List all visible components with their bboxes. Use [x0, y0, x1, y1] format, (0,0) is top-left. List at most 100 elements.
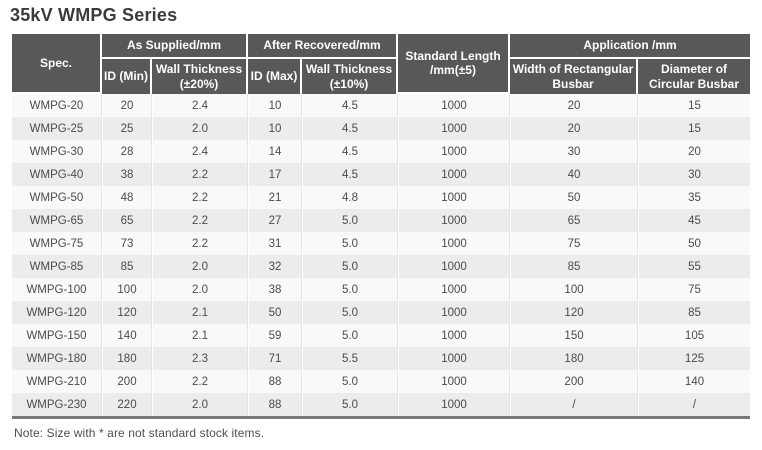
value-cell: 48 — [102, 186, 152, 209]
value-cell: 85 — [638, 301, 750, 324]
value-cell: 1000 — [398, 163, 511, 186]
table-row: WMPG-30 28 2.4 14 4.5 1000 30 20 — [12, 140, 751, 163]
value-cell: 17 — [248, 163, 303, 186]
table-row: WMPG-180 180 2.3 71 5.5 1000 180 125 — [12, 347, 751, 370]
value-cell: 180 — [102, 347, 152, 370]
value-cell: 5.0 — [302, 278, 399, 301]
spec-cell: WMPG-75 — [12, 232, 102, 255]
header-spec: Spec. — [12, 34, 102, 94]
value-cell: 10 — [248, 117, 303, 140]
spec-cell: WMPG-120 — [12, 301, 102, 324]
table-row: WMPG-150 140 2.1 59 5.0 1000 150 105 — [12, 324, 751, 347]
value-cell: 85 — [102, 255, 152, 278]
value-cell: 30 — [510, 140, 639, 163]
header-id-min: ID (Min) — [102, 59, 152, 94]
value-cell: 1000 — [398, 301, 511, 324]
value-cell: 125 — [638, 347, 750, 370]
value-cell: 30 — [638, 163, 750, 186]
value-cell: 1000 — [398, 209, 511, 232]
value-cell: 50 — [638, 232, 750, 255]
value-cell: 100 — [102, 278, 152, 301]
header-wall-thickness-20: Wall Thickness (±20%) — [152, 59, 249, 94]
spec-cell: WMPG-210 — [12, 370, 102, 393]
value-cell: 2.0 — [152, 117, 249, 140]
value-cell: 35 — [638, 186, 750, 209]
value-cell: 88 — [248, 370, 303, 393]
value-cell: 140 — [102, 324, 152, 347]
spec-table-container: Spec. As Supplied/mm After Recovered/mm … — [12, 34, 762, 419]
value-cell: 5.0 — [302, 370, 399, 393]
value-cell: 2.2 — [152, 186, 249, 209]
page-title: 35kV WMPG Series — [10, 5, 178, 25]
value-cell: 73 — [102, 232, 152, 255]
value-cell: 55 — [638, 255, 750, 278]
header-width-rect-busbar: Width of Rectangular Busbar — [510, 59, 639, 94]
spec-cell: WMPG-230 — [12, 393, 102, 416]
value-cell: 4.5 — [302, 117, 399, 140]
value-cell: 40 — [510, 163, 639, 186]
spec-cell: WMPG-85 — [12, 255, 102, 278]
value-cell: 75 — [638, 278, 750, 301]
value-cell: 1000 — [398, 186, 511, 209]
spec-cell: WMPG-50 — [12, 186, 102, 209]
value-cell: 4.5 — [302, 140, 399, 163]
value-cell: 65 — [102, 209, 152, 232]
value-cell: 4.5 — [302, 94, 399, 117]
value-cell: 1000 — [398, 140, 511, 163]
table-row: WMPG-120 120 2.1 50 5.0 1000 120 85 — [12, 301, 751, 324]
value-cell: 71 — [248, 347, 303, 370]
value-cell: 20 — [510, 94, 639, 117]
value-cell: 27 — [248, 209, 303, 232]
value-cell: 5.0 — [302, 255, 399, 278]
table-body: WMPG-20 20 2.4 10 4.5 1000 20 15 WMPG-25 25 2.0 10 4… — [12, 94, 751, 416]
spec-cell: WMPG-65 — [12, 209, 102, 232]
value-cell: 2.2 — [152, 209, 249, 232]
value-cell: 180 — [510, 347, 639, 370]
table-row: WMPG-85 85 2.0 32 5.0 1000 85 55 — [12, 255, 751, 278]
value-cell: 2.4 — [152, 94, 249, 117]
value-cell: 5.0 — [302, 393, 399, 416]
value-cell: 2.2 — [152, 163, 249, 186]
value-cell: 65 — [510, 209, 639, 232]
spec-table: Spec. As Supplied/mm After Recovered/mm … — [12, 34, 751, 419]
value-cell: / — [638, 393, 750, 416]
header-dia-circ-busbar: Diameter of Circular Busbar — [638, 59, 751, 94]
value-cell: 150 — [510, 324, 639, 347]
value-cell: 2.2 — [152, 232, 249, 255]
footnote: Note: Size with * are not standard stock… — [14, 426, 265, 440]
header-application: Application /mm — [510, 34, 751, 59]
value-cell: 50 — [248, 301, 303, 324]
header-after-recovered: After Recovered/mm — [248, 34, 399, 59]
value-cell: 200 — [510, 370, 639, 393]
table-row: WMPG-210 200 2.2 88 5.0 1000 200 140 — [12, 370, 751, 393]
value-cell: 2.2 — [152, 370, 249, 393]
table-row: WMPG-20 20 2.4 10 4.5 1000 20 15 — [12, 94, 751, 117]
value-cell: 85 — [510, 255, 639, 278]
value-cell: 38 — [102, 163, 152, 186]
value-cell: 220 — [102, 393, 152, 416]
header-wall-thickness-10: Wall Thickness (±10%) — [302, 59, 399, 94]
value-cell: 20 — [510, 117, 639, 140]
value-cell: 14 — [248, 140, 303, 163]
table-row: WMPG-50 48 2.2 21 4.8 1000 50 35 — [12, 186, 751, 209]
value-cell: 50 — [510, 186, 639, 209]
value-cell: 20 — [638, 140, 750, 163]
value-cell: 1000 — [398, 278, 511, 301]
value-cell: 1000 — [398, 255, 511, 278]
value-cell: 1000 — [398, 393, 511, 416]
header-id-max: ID (Max) — [248, 59, 303, 94]
value-cell: 1000 — [398, 370, 511, 393]
value-cell: 4.8 — [302, 186, 399, 209]
value-cell: 2.1 — [152, 324, 249, 347]
value-cell: 31 — [248, 232, 303, 255]
value-cell: 59 — [248, 324, 303, 347]
value-cell: 120 — [510, 301, 639, 324]
value-cell: 38 — [248, 278, 303, 301]
value-cell: 15 — [638, 117, 750, 140]
value-cell: 2.3 — [152, 347, 249, 370]
value-cell: 5.0 — [302, 209, 399, 232]
table-row: WMPG-100 100 2.0 38 5.0 1000 100 75 — [12, 278, 751, 301]
value-cell: 88 — [248, 393, 303, 416]
table-header: Spec. As Supplied/mm After Recovered/mm … — [12, 34, 751, 94]
value-cell: 28 — [102, 140, 152, 163]
